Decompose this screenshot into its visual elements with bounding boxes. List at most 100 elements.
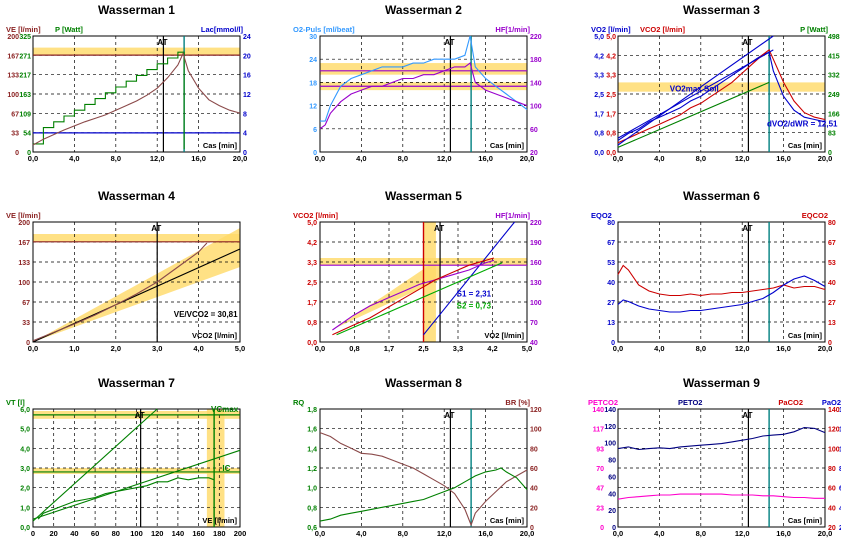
y-tick-label: 20 <box>530 150 538 157</box>
y-tick-label: 140 <box>604 407 616 414</box>
y-tick-label: 0,0 <box>606 150 616 157</box>
series-line-1 <box>33 51 185 150</box>
x-tick-label: 140 <box>172 529 185 538</box>
series-line-1 <box>617 264 826 297</box>
x-tick-label: 16,0 <box>478 154 493 163</box>
y-tick-label: 160 <box>530 260 542 267</box>
x-axis-label: Cas [min] <box>203 141 238 150</box>
y-tick-label: 0,8 <box>606 131 616 138</box>
y-tick-label: 67 <box>607 240 615 247</box>
y-tick-label: 83 <box>828 131 836 138</box>
at-label: AT <box>135 411 145 420</box>
x-tick-label: 8,0 <box>696 344 706 353</box>
y-tick-label: 53 <box>607 260 615 267</box>
y-tick-label: 24 <box>309 57 317 64</box>
x-tick-label: 0,0 <box>28 154 38 163</box>
y-tick-label: 0 <box>600 525 604 532</box>
y-tick-label: 0 <box>612 525 616 532</box>
x-axis-label: Cas [min] <box>788 516 823 525</box>
y-tick-label: 140 <box>530 80 542 87</box>
chart-title: Wasserman 2 <box>385 3 462 17</box>
y-tick-label: 20 <box>530 505 538 512</box>
y-tick-label: 33 <box>11 131 19 138</box>
y-tick-label: 130 <box>530 280 542 287</box>
y-tick-label: 20 <box>839 525 841 532</box>
series-line-2 <box>32 449 241 520</box>
y-tick-label: 80 <box>828 466 836 473</box>
y-tick-label: 60 <box>839 486 841 493</box>
y-tick-label: 13 <box>607 320 615 327</box>
y-tick-label: 4 <box>243 131 247 138</box>
x-tick-label: 5,0 <box>235 344 245 353</box>
y-tick-label: 93 <box>596 446 604 453</box>
x-tick-label: 16,0 <box>478 529 493 538</box>
y-tick-label: 70 <box>596 466 604 473</box>
annotation-label: S2 = 0,73 <box>457 301 492 310</box>
y-tick-label: 67 <box>22 300 30 307</box>
x-tick-label: 8,0 <box>398 529 408 538</box>
y-tick-label: 0 <box>27 150 31 157</box>
x-tick-label: 100 <box>130 529 143 538</box>
y-tick-label: 1,4 <box>307 446 317 453</box>
y-tick-label: 3,3 <box>307 260 317 267</box>
annotation-label: VE/VCO2 = 30,81 <box>174 310 238 319</box>
x-tick-label: 0 <box>31 529 35 538</box>
chart-title: Wasserman 3 <box>683 3 760 17</box>
series-line-3 <box>332 259 495 331</box>
y-tick-label: 100 <box>604 441 616 448</box>
y-tick-label: 3,0 <box>20 466 30 473</box>
y-tick-label: 47 <box>596 486 604 493</box>
y-tick-label: 133 <box>7 73 19 80</box>
y-tick-label: 180 <box>530 57 542 64</box>
series-line-2 <box>32 242 208 342</box>
chart-panel-1: Wasserman 1 AT 0,0 4,0 8,0 12,0 16,0 20,0 Cas [m… <box>6 3 251 163</box>
y-axis-title: VT [l] <box>6 398 25 407</box>
y-tick-label: 100 <box>530 300 542 307</box>
at-label: AT <box>157 38 167 47</box>
y-axis-title: PaCO2 <box>778 398 803 407</box>
x-tick-label: 8,0 <box>398 154 408 163</box>
y-tick-label: 120 <box>828 427 840 434</box>
y-axis-title: P [Watt] <box>800 25 828 34</box>
y-axis-title: VE [l/min] <box>6 211 41 220</box>
y-tick-label: 80 <box>607 220 615 227</box>
x-tick-label: 12,0 <box>735 529 750 538</box>
y-tick-label: 16 <box>243 73 251 80</box>
y-tick-label: 1,7 <box>594 111 604 118</box>
y-axis-title: VE [l/min] <box>6 25 41 34</box>
y-tick-label: 1,6 <box>307 427 317 434</box>
y-tick-label: 271 <box>19 53 31 60</box>
y-axis-title: HF[1/min] <box>495 211 530 220</box>
y-tick-label: 120 <box>530 407 542 414</box>
y-tick-label: 0,0 <box>594 150 604 157</box>
series-line-2 <box>319 467 528 522</box>
x-tick-label: 8,0 <box>696 529 706 538</box>
y-tick-label: 1,2 <box>307 466 317 473</box>
x-axis-label: Cas [min] <box>490 141 525 150</box>
annotation-label: IC <box>222 464 230 473</box>
y-tick-label: 220 <box>530 34 542 41</box>
x-tick-label: 12,0 <box>735 344 750 353</box>
y-tick-label: 190 <box>530 240 542 247</box>
y-tick-label: 60 <box>828 486 836 493</box>
y-tick-label: 0,0 <box>20 525 30 532</box>
x-tick-label: 12,0 <box>437 529 452 538</box>
x-tick-label: 180 <box>213 529 226 538</box>
series-line-3 <box>37 477 215 520</box>
chart-panel-8: Wasserman 8 AT 0,0 4,0 8,0 12,0 16,0 20,0 Cas [m… <box>293 376 542 538</box>
y-tick-label: 200 <box>7 34 19 41</box>
y-tick-label: 40 <box>530 486 538 493</box>
threshold-band <box>320 63 527 75</box>
annotation-label: VO2max Soll <box>670 85 719 94</box>
at-label: AT <box>151 224 161 233</box>
y-tick-label: 120 <box>604 424 616 431</box>
chart-panel-7: Wasserman 7 AT VCmax IC 0 20 40 60 80 100 120 140 16… <box>6 376 246 538</box>
series-line-2 <box>336 262 503 336</box>
series-line-2 <box>617 493 825 500</box>
series-line-1 <box>423 221 516 336</box>
series-line-1 <box>617 426 826 451</box>
y-tick-label: 220 <box>530 220 542 227</box>
y-tick-label: 0 <box>243 150 247 157</box>
y-tick-label: 33 <box>22 320 30 327</box>
y-tick-label: 0,8 <box>307 505 317 512</box>
